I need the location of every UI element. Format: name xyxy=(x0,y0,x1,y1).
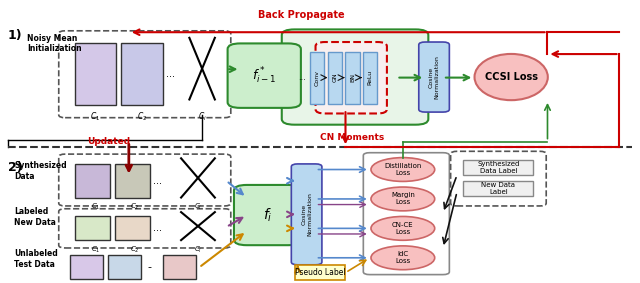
Text: IdC
Loss: IdC Loss xyxy=(396,251,410,264)
Text: $C_1$: $C_1$ xyxy=(91,244,100,254)
FancyBboxPatch shape xyxy=(282,29,428,125)
Bar xyxy=(108,255,141,279)
Text: $f_{i-1}^*$: $f_{i-1}^*$ xyxy=(252,66,276,86)
Text: ...: ... xyxy=(166,69,175,79)
Text: CN Moments: CN Moments xyxy=(320,133,384,142)
Text: Conv: Conv xyxy=(315,70,320,86)
FancyBboxPatch shape xyxy=(59,154,231,206)
FancyBboxPatch shape xyxy=(419,42,449,112)
Text: $C_i$: $C_i$ xyxy=(193,244,202,254)
Bar xyxy=(75,164,109,198)
FancyBboxPatch shape xyxy=(59,209,231,248)
Text: $C_i$: $C_i$ xyxy=(193,202,202,212)
Text: 2): 2) xyxy=(8,161,22,174)
Bar xyxy=(75,216,109,240)
Text: $C_1$: $C_1$ xyxy=(90,111,100,123)
Text: CN-CE
Loss: CN-CE Loss xyxy=(392,222,413,235)
Ellipse shape xyxy=(371,216,435,240)
Text: $f_i$: $f_i$ xyxy=(262,207,272,224)
Bar xyxy=(163,255,196,279)
Text: Cosine
Normalization: Cosine Normalization xyxy=(301,192,312,236)
Text: GN: GN xyxy=(333,73,338,82)
Bar xyxy=(121,43,163,105)
Text: $C_2$: $C_2$ xyxy=(131,244,140,254)
Bar xyxy=(463,181,534,196)
Text: Margin
Loss: Margin Loss xyxy=(391,192,415,205)
Bar xyxy=(363,52,377,104)
Text: Labeled
New Data: Labeled New Data xyxy=(14,207,56,227)
Text: Updated: Updated xyxy=(88,137,131,146)
Bar xyxy=(75,43,116,105)
Bar xyxy=(70,255,102,279)
Bar xyxy=(115,164,150,198)
Ellipse shape xyxy=(371,187,435,211)
Text: Back Propagate: Back Propagate xyxy=(257,10,344,20)
Bar xyxy=(328,52,342,104)
Bar xyxy=(115,216,150,240)
Text: 1): 1) xyxy=(8,29,22,42)
FancyBboxPatch shape xyxy=(451,151,546,206)
Bar xyxy=(294,265,346,280)
FancyBboxPatch shape xyxy=(234,185,301,245)
Bar xyxy=(310,52,324,104)
Text: CCSI Loss: CCSI Loss xyxy=(484,72,538,82)
FancyBboxPatch shape xyxy=(316,42,387,113)
FancyBboxPatch shape xyxy=(291,164,322,265)
Text: ...: ... xyxy=(153,176,162,186)
Text: Pseudo Label: Pseudo Label xyxy=(294,268,346,277)
Text: ...: ... xyxy=(153,223,162,233)
Bar xyxy=(463,160,534,175)
FancyBboxPatch shape xyxy=(59,31,231,118)
Text: New Data
Label: New Data Label xyxy=(481,182,515,195)
Text: Synthesized
Data: Synthesized Data xyxy=(14,161,67,181)
Text: ReLu: ReLu xyxy=(367,70,372,85)
Text: $C_1$: $C_1$ xyxy=(91,202,100,212)
Text: Unlabeled
Test Data: Unlabeled Test Data xyxy=(14,249,58,269)
Text: Cosine
Normalization: Cosine Normalization xyxy=(429,55,440,99)
Text: BN: BN xyxy=(350,73,355,82)
Text: Noisy Mean
Initialization: Noisy Mean Initialization xyxy=(27,34,81,53)
Text: $C_2$: $C_2$ xyxy=(131,202,140,212)
Text: Distillation
Loss: Distillation Loss xyxy=(384,163,422,176)
Text: Synthesized
Data Label: Synthesized Data Label xyxy=(477,161,520,174)
Text: $C_2$: $C_2$ xyxy=(137,111,147,123)
Ellipse shape xyxy=(474,54,548,100)
Ellipse shape xyxy=(371,158,435,181)
Text: ...: ... xyxy=(298,73,306,82)
Text: -: - xyxy=(147,262,151,272)
FancyBboxPatch shape xyxy=(228,43,301,108)
Ellipse shape xyxy=(371,246,435,270)
Text: $C_i$: $C_i$ xyxy=(198,111,207,123)
Bar xyxy=(346,52,360,104)
